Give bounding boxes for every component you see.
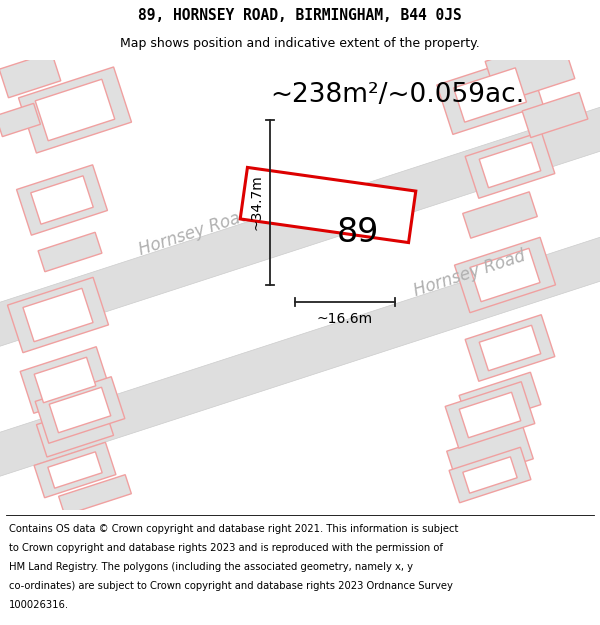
Polygon shape xyxy=(34,442,116,498)
Text: co-ordinates) are subject to Crown copyright and database rights 2023 Ordnance S: co-ordinates) are subject to Crown copyr… xyxy=(9,581,453,591)
Text: Hornsey Road: Hornsey Road xyxy=(412,247,528,300)
Polygon shape xyxy=(0,234,600,479)
Polygon shape xyxy=(35,377,125,443)
Polygon shape xyxy=(19,67,131,153)
Polygon shape xyxy=(465,315,555,381)
Text: to Crown copyright and database rights 2023 and is reproduced with the permissio: to Crown copyright and database rights 2… xyxy=(9,542,443,552)
Text: 89, HORNSEY ROAD, BIRMINGHAM, B44 0JS: 89, HORNSEY ROAD, BIRMINGHAM, B44 0JS xyxy=(138,8,462,22)
Polygon shape xyxy=(465,132,555,198)
Polygon shape xyxy=(449,448,531,503)
Text: ~34.7m: ~34.7m xyxy=(250,174,264,231)
Text: ~238m²/~0.059ac.: ~238m²/~0.059ac. xyxy=(270,82,524,108)
Polygon shape xyxy=(485,37,575,103)
Text: 89: 89 xyxy=(337,216,379,249)
Text: HM Land Registry. The polygons (including the associated geometry, namely x, y: HM Land Registry. The polygons (includin… xyxy=(9,562,413,572)
Text: Contains OS data © Crown copyright and database right 2021. This information is : Contains OS data © Crown copyright and d… xyxy=(9,524,458,534)
Polygon shape xyxy=(522,92,588,138)
Polygon shape xyxy=(454,68,526,122)
Polygon shape xyxy=(37,403,113,457)
Polygon shape xyxy=(48,452,102,488)
Polygon shape xyxy=(34,357,96,402)
Polygon shape xyxy=(0,104,600,349)
Polygon shape xyxy=(17,165,107,235)
Polygon shape xyxy=(463,192,538,238)
Text: 100026316.: 100026316. xyxy=(9,600,69,610)
Text: ~16.6m: ~16.6m xyxy=(317,312,373,326)
Polygon shape xyxy=(470,248,540,302)
Polygon shape xyxy=(0,52,61,98)
Polygon shape xyxy=(7,278,109,352)
Polygon shape xyxy=(240,168,416,242)
Polygon shape xyxy=(20,347,110,413)
Polygon shape xyxy=(479,325,541,371)
Polygon shape xyxy=(445,382,535,448)
Polygon shape xyxy=(0,103,40,137)
Polygon shape xyxy=(49,388,111,432)
Polygon shape xyxy=(479,142,541,188)
Text: Map shows position and indicative extent of the property.: Map shows position and indicative extent… xyxy=(120,37,480,50)
Polygon shape xyxy=(454,238,556,312)
Polygon shape xyxy=(31,176,93,224)
Polygon shape xyxy=(23,288,93,342)
Polygon shape xyxy=(459,372,541,428)
Text: Hornsey Road: Hornsey Road xyxy=(137,206,253,259)
Polygon shape xyxy=(463,457,517,493)
Polygon shape xyxy=(59,474,131,516)
Polygon shape xyxy=(35,79,115,141)
Polygon shape xyxy=(447,426,533,484)
Polygon shape xyxy=(459,392,521,438)
Polygon shape xyxy=(38,232,102,272)
Polygon shape xyxy=(437,56,543,134)
